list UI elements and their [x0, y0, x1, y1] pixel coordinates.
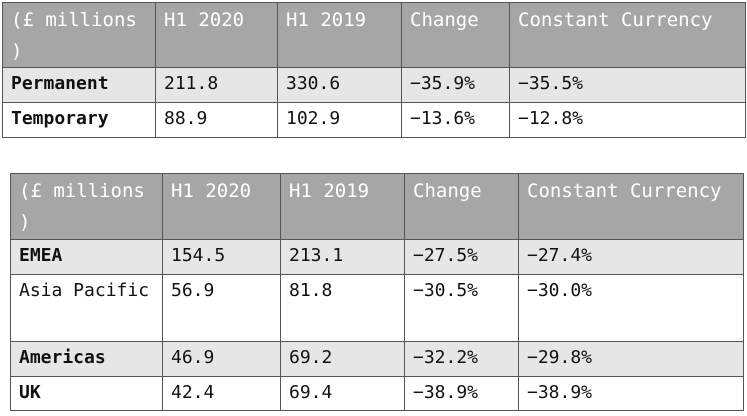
- header-cell: H1 2019: [277, 2, 402, 68]
- cell: 330.6: [277, 67, 402, 103]
- header-row: (£ millions ) H1 2020 H1 2019 Change Con…: [2, 2, 746, 68]
- table-row: Asia Pacific 56.9 81.8 −30.5% −30.0%: [10, 274, 744, 342]
- cell: −35.5%: [509, 67, 746, 103]
- table-row: EMEA 154.5 213.1 −27.5% −27.4%: [10, 239, 744, 275]
- row-label: Permanent: [2, 67, 156, 103]
- cell: 81.8: [280, 274, 405, 342]
- header-row: (£ millions ) H1 2020 H1 2019 Change Con…: [10, 173, 744, 240]
- cell: −30.0%: [518, 274, 744, 342]
- cell: 102.9: [277, 102, 402, 138]
- cell: 56.9: [162, 274, 281, 342]
- header-cell: H1 2019: [280, 173, 405, 240]
- cell: −29.8%: [518, 341, 744, 377]
- table-row: Permanent 211.8 330.6 −35.9% −35.5%: [2, 67, 746, 103]
- cell: −38.9%: [518, 376, 744, 411]
- revenue-by-region-table: (£ millions ) H1 2020 H1 2019 Change Con…: [10, 173, 744, 411]
- row-label: Americas: [10, 341, 163, 377]
- header-cell: Change: [404, 173, 519, 240]
- header-cell: (£ millions ): [10, 173, 163, 240]
- header-cell: H1 2020: [162, 173, 281, 240]
- cell: −35.9%: [401, 67, 510, 103]
- row-label: Temporary: [2, 102, 156, 138]
- header-cell: (£ millions ): [2, 2, 156, 68]
- header-cell: H1 2020: [155, 2, 278, 68]
- table-row: UK 42.4 69.4 −38.9% −38.9%: [10, 376, 744, 411]
- cell: −32.2%: [404, 341, 519, 377]
- revenue-by-type-table: (£ millions ) H1 2020 H1 2019 Change Con…: [2, 2, 746, 138]
- row-label: EMEA: [10, 239, 163, 275]
- cell: −38.9%: [404, 376, 519, 411]
- cell: 213.1: [280, 239, 405, 275]
- cell: −27.4%: [518, 239, 744, 275]
- row-label: UK: [10, 376, 163, 411]
- table-row: Americas 46.9 69.2 −32.2% −29.8%: [10, 341, 744, 377]
- header-cell: Constant Currency: [518, 173, 744, 240]
- cell: 88.9: [155, 102, 278, 138]
- header-cell: Change: [401, 2, 510, 68]
- cell: −30.5%: [404, 274, 519, 342]
- cell: −12.8%: [509, 102, 746, 138]
- cell: −13.6%: [401, 102, 510, 138]
- cell: 46.9: [162, 341, 281, 377]
- cell: 211.8: [155, 67, 278, 103]
- cell: −27.5%: [404, 239, 519, 275]
- row-label: Asia Pacific: [10, 274, 163, 342]
- cell: 42.4: [162, 376, 281, 411]
- cell: 69.4: [280, 376, 405, 411]
- cell: 154.5: [162, 239, 281, 275]
- table-row: Temporary 88.9 102.9 −13.6% −12.8%: [2, 102, 746, 138]
- cell: 69.2: [280, 341, 405, 377]
- header-cell: Constant Currency: [509, 2, 746, 68]
